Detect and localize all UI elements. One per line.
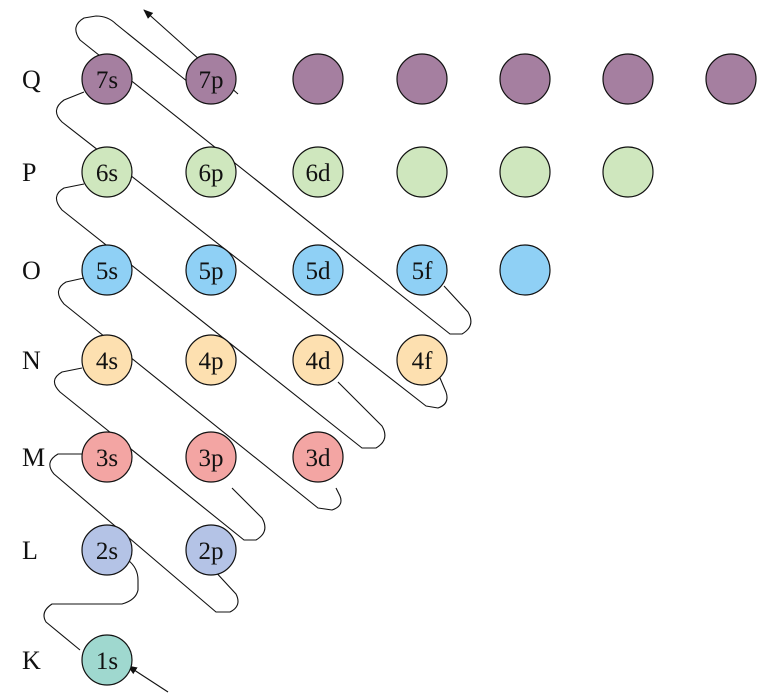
orbital-label: 5d xyxy=(306,258,332,285)
orbital-label: 4p xyxy=(199,348,224,375)
orbital-label: 1s xyxy=(96,648,118,675)
orbital-circle xyxy=(499,146,551,198)
path-segment xyxy=(75,15,472,335)
shell-row-k: K 1s xyxy=(22,634,133,686)
orbital-circle xyxy=(292,244,344,296)
orbital-label: 4s xyxy=(96,348,118,375)
orbital-label: 5p xyxy=(199,258,224,285)
shell-row-p: P 6s 6p 6d xyxy=(22,146,654,198)
orbital-circle xyxy=(185,244,237,296)
path-segment xyxy=(57,277,342,511)
orbital-label: 2p xyxy=(199,538,224,565)
path-segment xyxy=(43,559,139,651)
orbital-label: 7p xyxy=(199,67,224,94)
orbital-label: 2s xyxy=(96,538,118,565)
orbital-label: 5s xyxy=(96,258,118,285)
orbital-circle xyxy=(81,524,133,576)
path-segment xyxy=(55,91,448,409)
orbital-circle xyxy=(185,431,237,483)
shell-row-n: N 4s 4p 4d 4f xyxy=(22,334,448,386)
orbital-label: 3p xyxy=(199,445,224,472)
orbital-label: 4d xyxy=(306,348,332,375)
orbital-label: 7s xyxy=(96,67,118,94)
orbital-circle xyxy=(292,146,344,198)
orbital-label: 6s xyxy=(96,160,118,187)
filling-order-path xyxy=(43,9,472,693)
orbital-circle xyxy=(396,334,448,386)
orbital-circle xyxy=(292,334,344,386)
orbital-circle xyxy=(396,53,448,105)
shell-row-q: Q 7s 7p xyxy=(22,53,757,105)
orbital-circle xyxy=(185,524,237,576)
path-segment xyxy=(53,367,266,541)
shell-row-o: O 5s 5p 5d 5f xyxy=(22,244,551,296)
orbital-circle xyxy=(499,244,551,296)
shell-label: M xyxy=(22,443,45,472)
orbital-circle xyxy=(81,634,133,686)
shell-row-l: L 2s 2p xyxy=(22,524,237,576)
orbital-label: 3d xyxy=(306,445,332,472)
shells: Q 7s 7p P 6s 6p 6d O 5s 5p 5d 5f N 4s 4p 4d 4f M 3s 3p 3d L 2s… xyxy=(22,53,757,686)
orbital-circle xyxy=(292,53,344,105)
orbital-circle xyxy=(185,334,237,386)
path-segment xyxy=(55,183,386,449)
orbital-label: 6d xyxy=(306,160,332,187)
orbital-circle xyxy=(602,146,654,198)
orbital-circle xyxy=(81,244,133,296)
shell-row-m: M 3s 3p 3d xyxy=(22,431,344,483)
shell-label: K xyxy=(22,646,41,675)
entry-arrow xyxy=(127,665,169,693)
orbital-circle xyxy=(396,146,448,198)
orbital-label: 5f xyxy=(412,258,434,285)
shell-label: O xyxy=(22,256,41,285)
orbital-circle xyxy=(499,53,551,105)
orbital-label: 3s xyxy=(96,445,118,472)
shell-label: P xyxy=(22,158,36,187)
shell-label: L xyxy=(22,536,38,565)
orbital-circle xyxy=(81,146,133,198)
shell-label: Q xyxy=(22,65,41,94)
orbital-circle xyxy=(602,53,654,105)
orbital-circle xyxy=(185,146,237,198)
orbital-circle xyxy=(292,431,344,483)
orbital-circle xyxy=(81,431,133,483)
orbital-circle xyxy=(705,53,757,105)
path-segment xyxy=(49,453,239,613)
shell-label: N xyxy=(22,346,41,375)
orbital-circle xyxy=(396,244,448,296)
orbital-circle xyxy=(185,53,237,105)
orbital-label: 4f xyxy=(412,348,434,375)
orbital-label: 6p xyxy=(199,160,224,187)
orbital-circle xyxy=(81,334,133,386)
orbital-circle xyxy=(81,53,133,105)
